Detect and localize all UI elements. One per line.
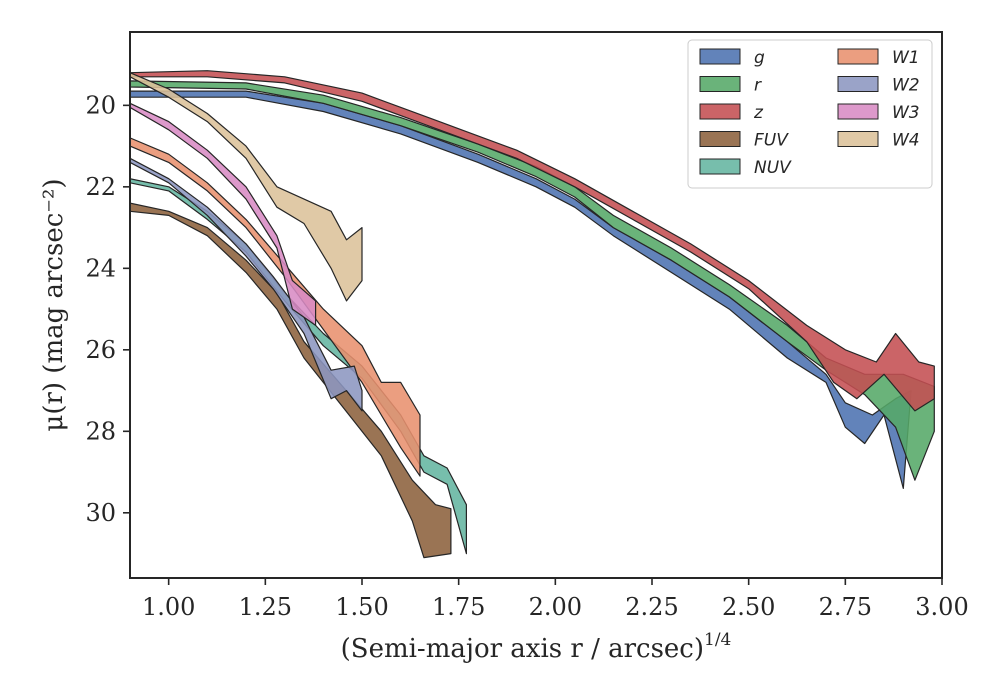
x-axis-title: (Semi-major axis r / arcsec)1/4	[341, 630, 732, 664]
y-axis: 20 22 24 26 28 30	[85, 91, 130, 527]
x-tick-label: 1.50	[335, 593, 388, 621]
x-tick-label: 2.00	[529, 593, 582, 621]
band-fuv	[130, 202, 452, 559]
legend-label: W3	[892, 103, 920, 123]
plot-frame	[129, 31, 943, 579]
y-tick-label: 28	[85, 417, 116, 445]
legend-label: g	[754, 48, 765, 68]
y-tick-label: 20	[85, 91, 116, 119]
band-w3	[130, 102, 317, 326]
series-bands	[130, 70, 935, 559]
y-tick-label: 24	[85, 254, 116, 282]
x-axis: 1.00 1.25 1.50 1.75 2.00 2.25 2.50 2.75 3.00	[142, 578, 969, 621]
legend-label: z	[753, 103, 764, 123]
legend-swatch	[699, 48, 741, 65]
legend-swatch	[837, 131, 879, 147]
legend-swatch	[699, 103, 741, 120]
legend-swatch	[837, 103, 879, 120]
band-z	[130, 70, 935, 412]
legend-label: NUV	[754, 158, 792, 178]
legend-label: W2	[892, 76, 920, 96]
legend-swatch	[699, 131, 741, 147]
band-w2	[130, 157, 363, 412]
x-tick-label: 1.25	[239, 593, 292, 621]
legend-swatch	[837, 76, 879, 92]
legend-label: r	[754, 76, 762, 96]
legend: grz FUV NUV W1 W2 W3 W4	[687, 39, 933, 189]
x-tick-label: 1.00	[142, 593, 195, 621]
y-axis-title: μ(r) (mag arcsec⁻²)	[39, 178, 69, 431]
x-tick-label: 2.75	[819, 593, 872, 621]
band-g	[130, 90, 912, 489]
x-tick-label: 1.75	[432, 593, 485, 621]
y-tick-label: 26	[85, 336, 116, 364]
band-w1	[130, 137, 421, 477]
x-tick-label: 3.00	[915, 593, 968, 621]
y-tick-label: 30	[85, 499, 116, 527]
legend-swatch	[699, 76, 741, 92]
x-tick-label: 2.25	[625, 593, 678, 621]
legend-label: FUV	[754, 131, 789, 151]
legend-swatch	[837, 48, 879, 65]
legend-label: W1	[892, 48, 920, 68]
legend-label: W4	[892, 131, 920, 151]
legend-swatch	[699, 158, 741, 175]
x-tick-label: 2.50	[722, 593, 775, 621]
y-tick-label: 22	[85, 173, 116, 201]
band-w4	[130, 72, 363, 302]
